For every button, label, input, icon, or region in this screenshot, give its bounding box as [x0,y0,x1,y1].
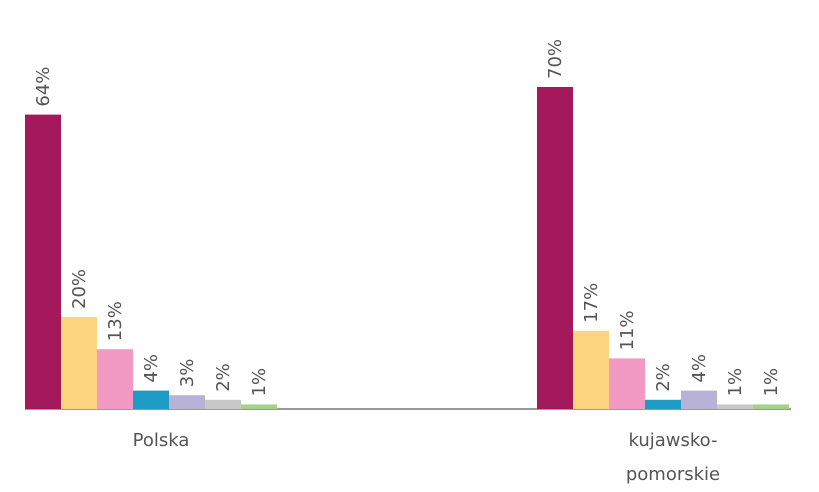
x-tick-label: kujawsko-pomorskie [626,430,720,485]
data-label: 2% [213,363,234,392]
bar [681,390,717,409]
bar [609,358,645,409]
data-label: 20% [69,269,90,309]
bar [205,399,241,409]
data-label: 17% [581,283,602,323]
bar [717,404,753,409]
x-tick-label: Polska [133,430,190,451]
bar [753,404,789,409]
bar [97,349,133,409]
bar [25,114,61,409]
bar [61,317,97,409]
bar [133,390,169,409]
bar [645,399,681,409]
data-label: 1% [249,368,270,397]
data-label: 4% [141,354,162,383]
data-label: 70% [545,39,566,79]
data-label: 4% [689,354,710,383]
bar [169,395,205,409]
data-label: 1% [761,368,782,397]
data-label: 2% [653,363,674,392]
data-label: 1% [725,368,746,397]
bar [241,404,277,409]
bar [573,330,609,409]
data-label: 13% [105,301,126,341]
data-label: 64% [33,67,54,107]
data-label: 11% [617,310,638,350]
data-label: 3% [177,359,198,388]
bar [537,87,573,409]
